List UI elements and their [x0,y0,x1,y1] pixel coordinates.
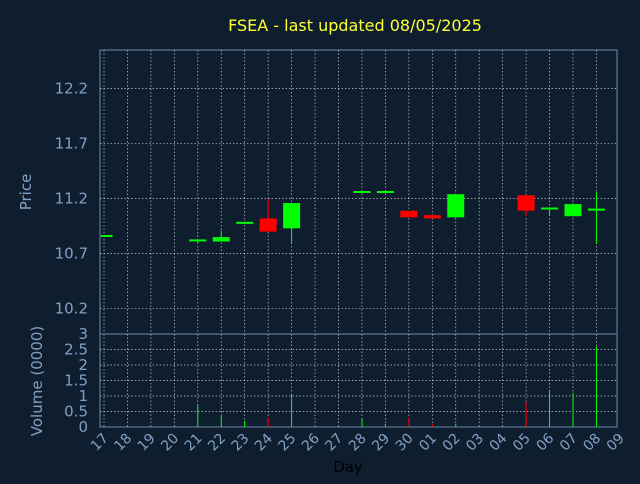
volume-tick-label: 0 [78,418,88,436]
candle-body [400,210,418,218]
candle-body [353,191,371,193]
candle-body [447,194,465,218]
price-tick-label: 12.2 [55,80,88,98]
candle-body [423,215,441,219]
price-tick-label: 10.2 [55,300,88,318]
volume-tick-label: 2.5 [64,341,88,359]
chart-title: FSEA - last updated 08/05/2025 [228,16,482,35]
candle-body [376,191,394,193]
candle-body [564,204,582,217]
candle-body [541,207,559,210]
candle-body [101,235,113,238]
x-tick-labels: 17 18 19 20 21 22 23 24 25 26 27 28 29 30 01 02 03 04 05 06… [88,430,628,454]
candles [101,191,605,244]
volume-axis-label: Volume (0000) [28,326,46,436]
price-panel: 10.2 10.7 11.2 11.7 12.2 Price [17,49,618,335]
price-tick-label: 11.7 [55,135,88,153]
volume-tick-label: 3 [78,325,88,343]
volume-bars [197,346,597,427]
price-tick-label: 10.7 [55,245,88,263]
candle-body [236,221,254,224]
x-axis-label: Day [333,458,363,476]
candle-body [259,218,277,232]
volume-tick-label: 2 [78,356,88,374]
candle-body [517,195,535,211]
price-tick-label: 11.2 [55,190,88,208]
candle-body [283,203,301,229]
candle-body [587,208,605,211]
candle-body [189,239,207,242]
volume-y-ticks: 00.511.522.53 [64,325,88,436]
volume-panel: 00.511.522.53 Volume (0000) [28,325,618,436]
volume-tick-label: 1.5 [64,372,88,390]
volume-tick-label: 1 [78,387,88,405]
candle-body [212,237,230,242]
volume-tick-label: 0.5 [64,403,88,421]
price-axis-label: Price [17,174,35,211]
price-y-ticks: 10.2 10.7 11.2 11.7 12.2 [55,80,88,318]
volume-grid [100,334,617,427]
